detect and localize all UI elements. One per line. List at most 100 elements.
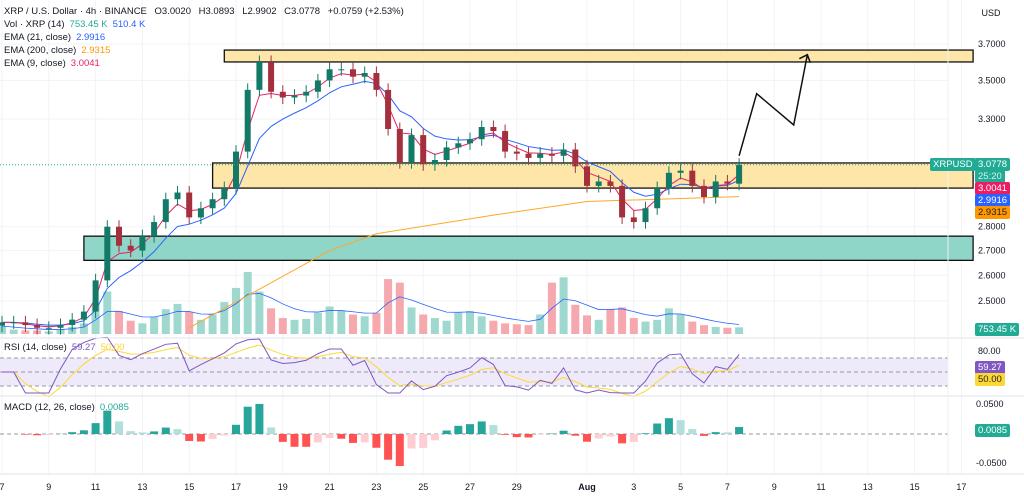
zones — [83, 49, 974, 262]
macd-histogram-bar — [583, 434, 591, 442]
macd-histogram-bar — [126, 431, 135, 434]
rsi-line — [2, 336, 740, 394]
macd-label: MACD (12, 26, close) — [4, 402, 95, 413]
candle-body — [607, 181, 614, 186]
macd-tick-label: 0.0500 — [976, 399, 1004, 409]
ema200-tag: 2.9315 — [975, 206, 1011, 219]
candle-body — [92, 280, 99, 312]
rsi-band — [0, 358, 948, 386]
arrow-head-icon — [799, 53, 812, 63]
legend-macd[interactable]: MACD (12, 26, close) 0.0085 — [4, 401, 134, 414]
candle-body — [209, 199, 216, 209]
candle-body — [139, 236, 146, 251]
ema21-value: 2.9916 — [76, 32, 106, 43]
candle-body — [560, 149, 567, 156]
currency-button[interactable]: USD — [964, 4, 1018, 22]
candle-body — [221, 188, 228, 200]
legend-main: XRP / U.S. Dollar · 4h · BINANCE O3.0020… — [4, 5, 409, 18]
volume-bar — [161, 309, 170, 334]
macd-histogram-bar — [267, 427, 276, 434]
volume-bar — [430, 318, 439, 334]
macd-histogram-bar — [243, 406, 252, 434]
macd-histogram-bar — [115, 421, 123, 434]
macd-histogram-bar — [594, 434, 603, 439]
candle-body — [268, 61, 275, 92]
rsi-ma-line — [2, 344, 740, 398]
volume-bar — [173, 303, 182, 334]
volume-bar — [653, 319, 662, 334]
candle-body — [513, 151, 520, 154]
ema9-value: 3.0041 — [70, 58, 100, 69]
volume-bar — [150, 317, 159, 334]
candle-body — [537, 153, 544, 158]
candle-body — [151, 222, 158, 237]
candle-body — [361, 72, 368, 77]
ohlc-close: C3.0778 — [284, 6, 321, 17]
legend-rsi[interactable]: RSI (14, close) 59.27 50.00 — [4, 341, 129, 354]
macd-histogram-bar — [419, 434, 428, 448]
macd-pane — [0, 403, 948, 466]
candle-body — [584, 166, 590, 186]
legend-ema21[interactable]: EMA (21, close) 2.9916 — [4, 31, 110, 44]
symbol-title[interactable]: XRP / U.S. Dollar · 4h · BINANCE — [4, 6, 147, 17]
candle-body — [10, 322, 17, 324]
price-tick-label: 3.7000 — [978, 39, 1006, 49]
last-price-tag: 3.0778 — [975, 158, 1011, 171]
projection-path[interactable] — [738, 53, 812, 156]
legend-volume[interactable]: Vol · XRP (14) 753.45 K 510.4 K — [4, 18, 150, 31]
volume-bar — [477, 316, 486, 334]
macd-histogram-bar — [325, 434, 334, 439]
legend-ema9[interactable]: EMA (9, close) 3.0041 — [4, 57, 105, 70]
candle-body — [127, 245, 134, 251]
ohlc-high: H3.0893 — [198, 6, 235, 17]
volume-bar — [583, 315, 591, 334]
volume-bar — [302, 318, 311, 334]
x-tick-label: 23 — [371, 482, 381, 492]
rsi-pane — [0, 336, 948, 398]
macd-histogram-bar — [571, 434, 580, 436]
ohlc-change: +0.0759 (+2.53%) — [327, 6, 404, 17]
candle-body — [572, 149, 579, 167]
volume-bar — [501, 323, 510, 334]
x-tick-label: 21 — [325, 482, 335, 492]
x-tick-label: 11 — [91, 482, 100, 492]
macd-histogram-bar — [68, 432, 77, 434]
volume-bar — [138, 323, 147, 334]
volume-bar — [524, 325, 533, 334]
x-tick-label: 27 — [465, 482, 475, 492]
candle-body — [116, 226, 122, 246]
volume-bar — [629, 318, 638, 334]
ema21-tag: 2.9916 — [975, 194, 1011, 207]
candle-body — [408, 135, 415, 163]
macd-histogram-bar — [196, 434, 205, 442]
candle-body — [22, 322, 29, 326]
macd-histogram-bar — [372, 434, 381, 448]
macd-histogram-bar — [559, 430, 568, 434]
volume-bar — [618, 307, 627, 334]
volume-bars — [0, 272, 744, 334]
macd-histogram-bar — [290, 434, 299, 447]
macd-histogram-bar — [688, 429, 697, 434]
candle-body — [689, 170, 696, 186]
volume-bar — [372, 312, 381, 334]
legend-ema200[interactable]: EMA (200, close) 2.9315 — [4, 44, 115, 57]
candle-body — [174, 192, 181, 200]
volume-bar — [512, 324, 521, 334]
macd-tick-label: -0.0500 — [976, 458, 1007, 468]
x-tick-label: 17 — [956, 482, 966, 492]
volume-bar — [21, 330, 30, 334]
volume-bar — [711, 326, 720, 334]
candle-body — [69, 319, 76, 326]
macd-histogram-bar — [208, 434, 217, 439]
macd-histogram-bar — [442, 430, 451, 434]
zone-rectangle — [83, 235, 974, 262]
volume-bar — [489, 320, 498, 334]
ohlc-open: O3.0020 — [154, 6, 191, 17]
macd-histogram-bar — [430, 434, 439, 441]
candle-body — [57, 325, 64, 328]
candle-body — [303, 91, 310, 96]
macd-histogram-bar — [349, 434, 357, 443]
candle-body — [80, 311, 87, 320]
macd-histogram-bar — [79, 430, 88, 434]
